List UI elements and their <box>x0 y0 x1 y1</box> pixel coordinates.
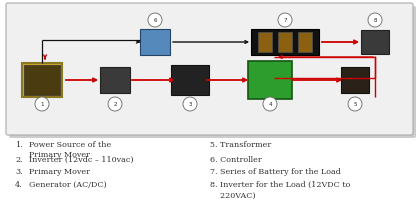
Circle shape <box>348 97 362 111</box>
Bar <box>171 65 209 95</box>
Text: Inverter (12vdc – 110vac): Inverter (12vdc – 110vac) <box>29 156 134 164</box>
Circle shape <box>35 97 49 111</box>
Text: Generator (AC/DC): Generator (AC/DC) <box>29 181 107 189</box>
Circle shape <box>278 13 292 27</box>
Text: 4: 4 <box>268 101 272 106</box>
FancyBboxPatch shape <box>6 3 413 135</box>
Bar <box>100 67 130 93</box>
Text: 8. Inverter for the Load (12VDC to
    220VAC): 8. Inverter for the Load (12VDC to 220VA… <box>210 181 350 200</box>
Bar <box>24 65 60 95</box>
Text: 7. Series of Battery for the Load: 7. Series of Battery for the Load <box>210 168 341 176</box>
Bar <box>248 61 292 99</box>
Bar <box>258 32 272 52</box>
Text: 8: 8 <box>373 18 377 23</box>
Bar <box>278 32 292 52</box>
Circle shape <box>263 97 277 111</box>
Text: 3.: 3. <box>15 168 23 176</box>
Bar <box>361 30 389 54</box>
Circle shape <box>108 97 122 111</box>
Text: Power Source of the
Primary Mover: Power Source of the Primary Mover <box>29 141 111 159</box>
Text: 3: 3 <box>188 101 192 106</box>
Text: 5. Transformer: 5. Transformer <box>210 141 271 149</box>
Text: 5: 5 <box>353 101 357 106</box>
Text: 1.: 1. <box>15 141 23 149</box>
Text: 6: 6 <box>153 18 157 23</box>
Circle shape <box>148 13 162 27</box>
Circle shape <box>368 13 382 27</box>
Bar <box>22 63 62 97</box>
Text: 6. Controller: 6. Controller <box>210 156 262 164</box>
Text: 2: 2 <box>113 101 117 106</box>
Bar <box>341 67 369 93</box>
Text: 2.: 2. <box>15 156 23 164</box>
Text: Primary Mover: Primary Mover <box>29 168 90 176</box>
Bar <box>298 32 312 52</box>
Bar <box>251 29 319 55</box>
Text: 4.: 4. <box>15 181 23 189</box>
Text: 1: 1 <box>40 101 44 106</box>
Bar <box>140 29 170 55</box>
Text: 7: 7 <box>283 18 287 23</box>
FancyBboxPatch shape <box>9 6 416 138</box>
Circle shape <box>183 97 197 111</box>
